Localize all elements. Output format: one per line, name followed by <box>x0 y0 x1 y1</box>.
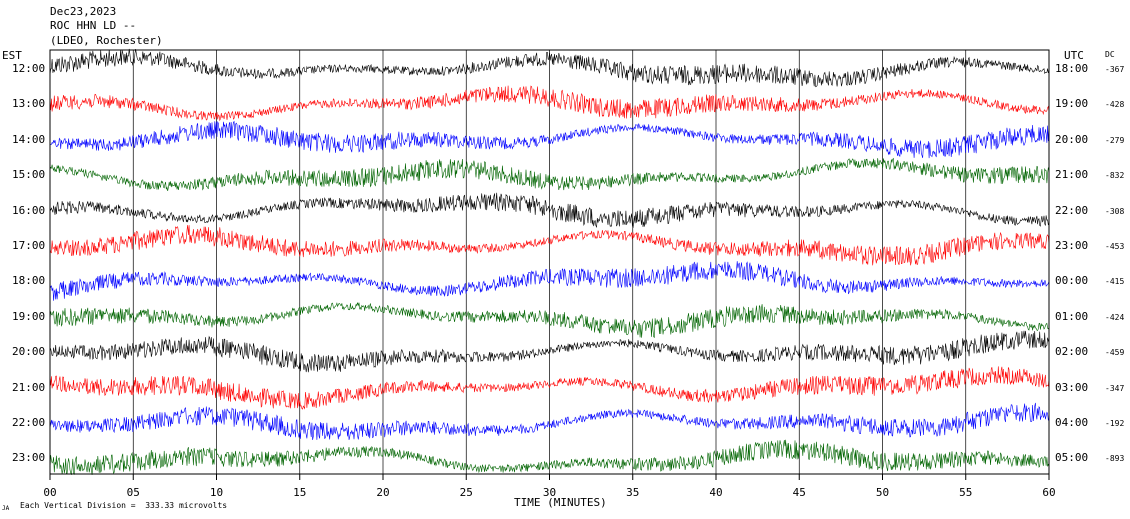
est-label: 21:00 <box>12 381 46 394</box>
utc-label: 19:00 <box>1055 97 1089 110</box>
trace-row-7 <box>49 302 1050 339</box>
left-axis-title: EST <box>2 49 22 62</box>
dc-value: -893 <box>1105 454 1125 463</box>
dc-value: -415 <box>1105 277 1125 286</box>
header-network: (LDEO, Rochester) <box>50 34 163 47</box>
utc-label: 23:00 <box>1055 239 1089 252</box>
footer-note: Each Vertical Division = 333.33 microvol… <box>20 501 228 510</box>
utc-label: 05:00 <box>1055 451 1089 464</box>
dc-value: -459 <box>1105 348 1125 357</box>
est-label: 23:00 <box>12 451 46 464</box>
est-label: 14:00 <box>12 133 46 146</box>
x-tick-label: 00 <box>43 486 56 499</box>
trace-row-9 <box>49 366 1050 410</box>
est-label: 20:00 <box>12 345 46 358</box>
header-date: Dec23,2023 <box>50 5 117 18</box>
x-tick-label: 30 <box>543 486 556 499</box>
est-label: 13:00 <box>12 97 46 110</box>
est-label: 18:00 <box>12 274 46 287</box>
x-tick-label: 45 <box>793 486 806 499</box>
x-tick-label: 50 <box>876 486 889 499</box>
trace-row-11 <box>49 439 1050 475</box>
minute-gridlines <box>132 50 967 474</box>
trace-row-0 <box>49 48 1050 88</box>
x-tick-label: 60 <box>1042 486 1055 499</box>
trace-row-8 <box>49 330 1050 373</box>
trace-row-6 <box>49 261 1050 301</box>
est-label: 16:00 <box>12 204 46 217</box>
dc-value: -428 <box>1105 100 1125 109</box>
utc-label: 22:00 <box>1055 204 1089 217</box>
trace-row-1 <box>49 85 1050 122</box>
utc-label: 21:00 <box>1055 168 1089 181</box>
header-station: ROC HHN LD -- <box>50 19 137 32</box>
x-tick-label: 40 <box>709 486 722 499</box>
right-axis-title: UTC <box>1064 49 1084 62</box>
x-tick-label: 15 <box>293 486 306 499</box>
dc-value: -367 <box>1105 65 1125 74</box>
dc-value: -347 <box>1105 384 1125 393</box>
dc-value: -192 <box>1105 419 1125 428</box>
x-tick-label: 10 <box>210 486 223 499</box>
est-label: 22:00 <box>12 416 46 429</box>
est-label: 19:00 <box>12 310 46 323</box>
x-axis-label: TIME (MINUTES) <box>514 496 607 509</box>
dc-value: -279 <box>1105 136 1125 145</box>
trace-rows <box>49 48 1050 475</box>
dc-value: -453 <box>1105 242 1125 251</box>
x-tick-label: 20 <box>376 486 389 499</box>
trace-row-2 <box>49 120 1050 159</box>
utc-label: 03:00 <box>1055 381 1089 394</box>
dc-title: DC <box>1105 50 1115 59</box>
utc-label: 20:00 <box>1055 133 1089 146</box>
x-tick-label: 35 <box>626 486 639 499</box>
utc-label: 18:00 <box>1055 62 1089 75</box>
est-label: 17:00 <box>12 239 46 252</box>
est-label: 15:00 <box>12 168 46 181</box>
trace-row-5 <box>49 225 1050 266</box>
dc-value: -832 <box>1105 171 1125 180</box>
est-label: 12:00 <box>12 62 46 75</box>
x-tick-label: 25 <box>460 486 473 499</box>
utc-label: 01:00 <box>1055 310 1089 323</box>
x-tick-label: 55 <box>959 486 972 499</box>
x-tick-label: 05 <box>127 486 140 499</box>
utc-label: 02:00 <box>1055 345 1089 358</box>
footer-mark: JA <box>2 505 10 512</box>
dc-value: -424 <box>1105 313 1125 322</box>
trace-row-3 <box>49 157 1050 191</box>
x-axis-ticks: 00 05 10 15 20 25 30 35 40 45 50 55 60 <box>43 474 1056 499</box>
trace-row-10 <box>49 402 1050 440</box>
utc-label: 00:00 <box>1055 274 1089 287</box>
utc-label: 04:00 <box>1055 416 1089 429</box>
trace-row-4 <box>49 192 1050 228</box>
dc-value: -308 <box>1105 207 1125 216</box>
